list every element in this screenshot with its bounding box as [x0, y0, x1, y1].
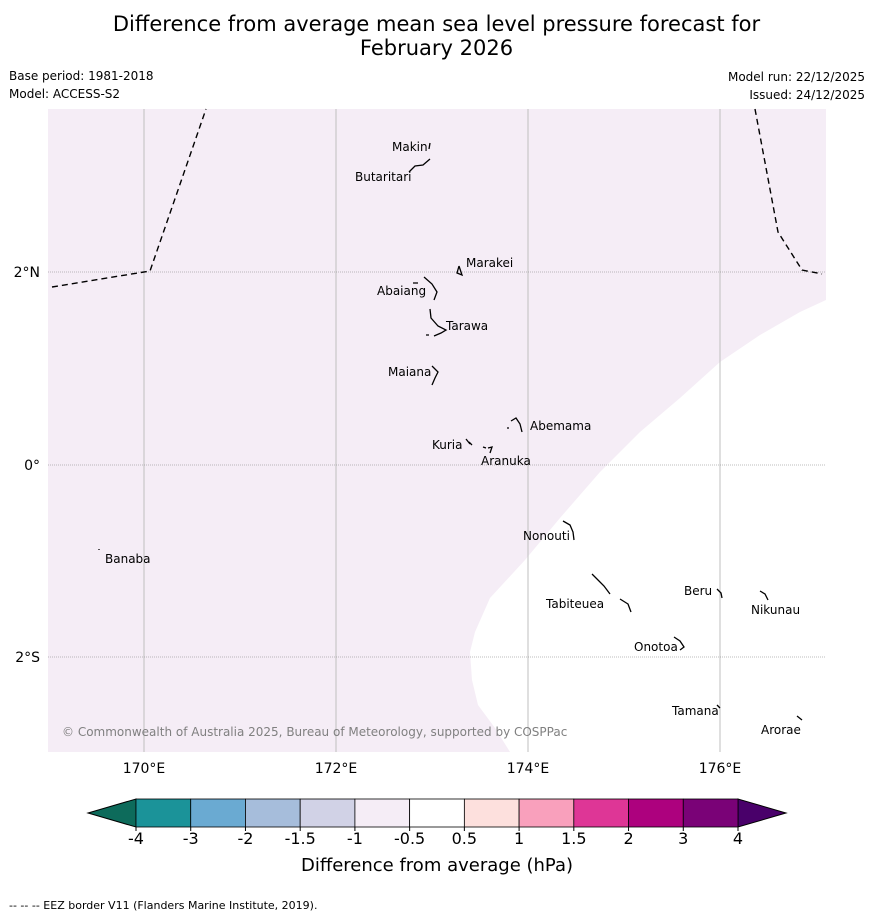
label-banaba: Banaba: [105, 552, 151, 566]
eez-border-west: [51, 108, 207, 288]
island-tarawa: [426, 308, 448, 337]
label-butaritari: Butaritari: [355, 170, 412, 184]
label-tarawa: Tarawa: [445, 319, 488, 333]
graticule: [143, 109, 721, 752]
islands: [98, 142, 803, 721]
colorbar: -4 -3 -2 -1.5 -1 -0.5 0.5 1 1.5 2 3 4 Difference fr…: [86, 798, 788, 876]
label-arorae: Arorae: [761, 723, 801, 737]
island-marakei: [456, 265, 464, 277]
island-makin: [428, 142, 431, 150]
lon-label-170: 170°E: [123, 761, 166, 777]
label-onotoa: Onotoa: [634, 640, 678, 654]
lat-label-2s: 2°S: [15, 650, 40, 666]
eez-footnote: -- -- -- EEZ border V11 (Flanders Marine…: [9, 899, 318, 912]
lon-label-172: 172°E: [315, 761, 358, 777]
lat-label-0: 0°: [24, 458, 40, 474]
model-run: Model run: 22/12/2025: [727, 70, 865, 84]
colorbar-segment-9: [628, 798, 684, 828]
label-aranuka: Aranuka: [481, 454, 531, 468]
label-marakei: Marakei: [466, 256, 513, 270]
title-line-1: Difference from average mean sea level p…: [112, 12, 761, 36]
colorbar-segment-10: [682, 798, 739, 828]
label-tabiteuea: Tabiteuea: [545, 597, 604, 611]
place-labels: Makin Butaritari Marakei Abaiang Tarawa …: [105, 140, 801, 737]
island-onotoa: [673, 636, 685, 651]
colorbar-segment-3: [299, 798, 356, 828]
label-abaiang: Abaiang: [377, 284, 426, 298]
island-arorae: [796, 715, 803, 721]
lat-label-2n: 2°N: [14, 265, 40, 281]
colorbar-tick-label-11: 4: [733, 829, 743, 848]
colorbar-over-arrow: [737, 798, 788, 828]
colorbar-label: Difference from average (hPa): [301, 855, 573, 876]
island-nonouti: [562, 520, 575, 541]
label-maiana: Maiana: [388, 365, 431, 379]
map-figure: Makin Butaritari Marakei Abaiang Tarawa …: [14, 108, 826, 876]
colorbar-segments: [135, 798, 739, 828]
title-line-2: February 2026: [359, 36, 514, 60]
island-nikunau: [759, 590, 769, 601]
latitude-labels: 2°N 0° 2°S: [14, 265, 41, 666]
colorbar-tick-label-9: 2: [623, 829, 633, 848]
colorbar-segment-5: [409, 798, 465, 828]
island-tabiteuea: [591, 573, 632, 613]
label-beru: Beru: [684, 584, 712, 598]
colorbar-tick-label-3: -1.5: [285, 829, 316, 848]
meta-left: Base period: 1981-2018 Model: ACCESS-S2: [9, 67, 154, 103]
eez-border-east: [754, 108, 823, 275]
colorbar-segment-1: [190, 798, 246, 828]
colorbar-tick-label-4: -1: [347, 829, 363, 848]
label-kuria: Kuria: [432, 438, 463, 452]
island-tamana: [716, 704, 721, 709]
colorbar-segment-7: [518, 798, 575, 828]
colorbar-tick-label-5: -0.5: [394, 829, 425, 848]
lon-label-176: 176°E: [699, 761, 742, 777]
island-abemama: [507, 417, 523, 433]
pressure-anomaly-shading: [48, 109, 826, 752]
colorbar-segment-2: [245, 798, 301, 828]
colorbar-tick-label-2: -2: [237, 829, 253, 848]
label-abemama: Abemama: [530, 419, 591, 433]
colorbar-ticks: -4 -3 -2 -1.5 -1 -0.5 0.5 1 1.5 2 3 4: [128, 827, 743, 848]
colorbar-tick-label-8: 1.5: [561, 829, 586, 848]
island-abaiang: [413, 276, 438, 301]
eez-borders: [51, 108, 823, 288]
issued-date: Issued: 24/12/2025: [749, 88, 865, 102]
colorbar-under-arrow: [86, 798, 137, 828]
longitude-labels: 170°E 172°E 174°E 176°E: [123, 761, 742, 777]
colorbar-tick-label-7: 1: [514, 829, 524, 848]
island-aranuka: [482, 446, 493, 454]
copyright-notice: © Commonwealth of Australia 2025, Bureau…: [62, 725, 567, 739]
island-kuria: [465, 438, 473, 446]
meta-right: Model run: 22/12/2025 Issued: 24/12/2025: [728, 68, 865, 104]
island-beru: [716, 588, 723, 599]
island-maiana: [431, 365, 439, 386]
island-butaritari: [408, 158, 431, 173]
chart-title: Difference from average mean sea level p…: [0, 12, 873, 60]
label-nikunau: Nikunau: [751, 603, 800, 617]
label-nonouti: Nonouti: [523, 529, 570, 543]
label-makin: Makin: [392, 140, 428, 154]
label-tamana: Tamana: [671, 704, 719, 718]
colorbar-tick-label-6: 0.5: [452, 829, 477, 848]
lon-label-174: 174°E: [507, 761, 550, 777]
colorbar-segment-6: [463, 798, 520, 828]
colorbar-segment-8: [573, 798, 629, 828]
colorbar-tick-label-10: 3: [678, 829, 688, 848]
colorbar-segment-0: [135, 798, 192, 828]
model-name: Model: ACCESS-S2: [9, 87, 121, 101]
colorbar-tick-label-1: -3: [183, 829, 199, 848]
colorbar-tick-label-0: -4: [128, 829, 144, 848]
parallels: [48, 271, 826, 658]
base-period: Base period: 1981-2018: [9, 69, 154, 83]
colorbar-segment-4: [354, 798, 411, 828]
